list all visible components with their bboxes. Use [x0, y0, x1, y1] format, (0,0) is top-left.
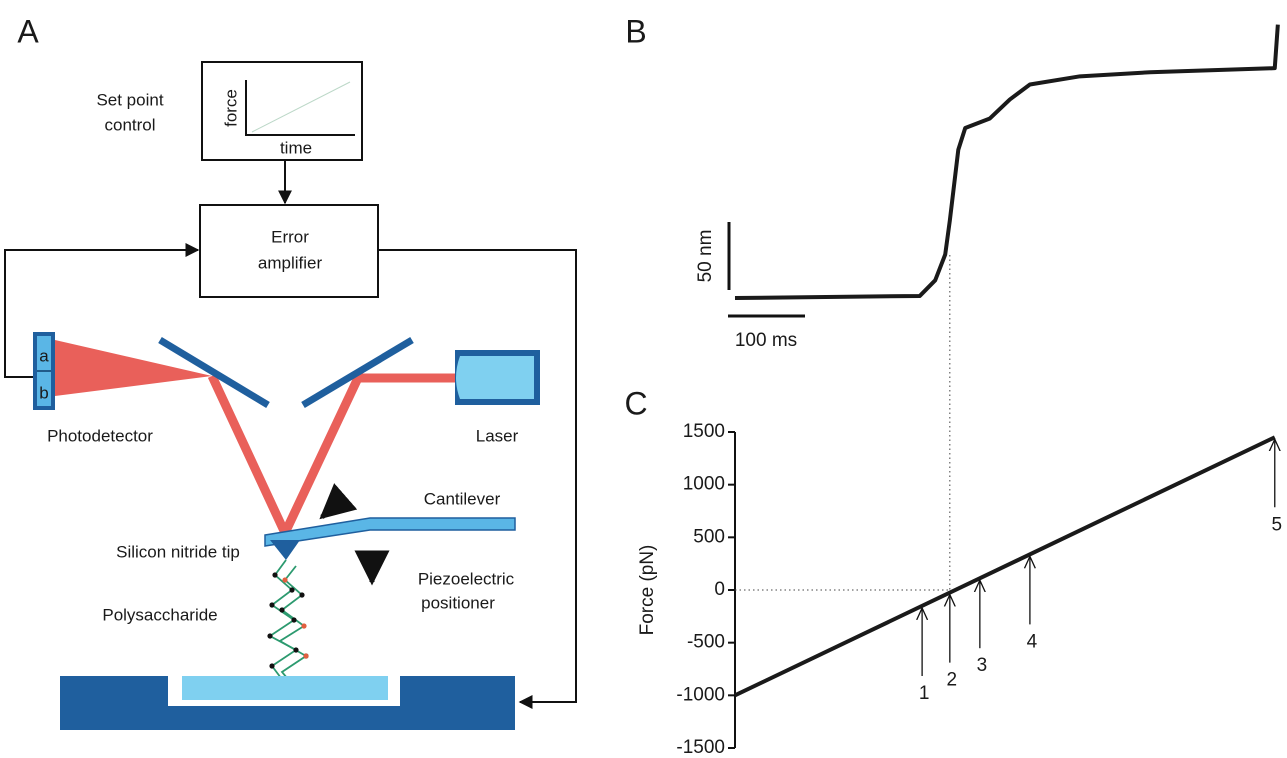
- feedback-line: [4, 243, 200, 378]
- panel-label: C: [624, 385, 647, 421]
- molecule: [268, 559, 308, 685]
- label: Cantilever: [424, 489, 501, 508]
- y-tick-label: 1000: [683, 474, 725, 495]
- annotation-label: 3: [977, 655, 988, 676]
- label: time: [280, 138, 312, 157]
- panel-label: B: [625, 13, 646, 49]
- mirror: [158, 337, 270, 408]
- mini-axes: [245, 80, 355, 136]
- laser: [456, 356, 534, 399]
- tip: [270, 540, 300, 560]
- y-tick-label: 500: [693, 526, 725, 547]
- y-tick-label: -1500: [676, 737, 725, 758]
- label: b: [39, 383, 48, 402]
- label: control: [104, 115, 155, 134]
- label: Laser: [476, 426, 519, 445]
- error-amplifier-box: [199, 204, 379, 298]
- mini-line: [251, 81, 351, 133]
- annotation-label: 5: [1271, 514, 1282, 535]
- atoms: [267, 572, 309, 683]
- panel-label: A: [17, 13, 39, 49]
- label: Error: [271, 227, 309, 246]
- label: amplifier: [258, 253, 323, 272]
- annotation-label: 1: [919, 683, 930, 704]
- trace: [734, 24, 1280, 300]
- feedback-line: [378, 249, 577, 709]
- label: Set point: [96, 90, 163, 109]
- laser-beam: [55, 340, 212, 396]
- mirror: [301, 336, 414, 409]
- trace: [734, 435, 1276, 698]
- diagram: Set point control force time Error ampli…: [4, 61, 577, 730]
- cantilever: [264, 517, 516, 547]
- scale-label: 100 ms: [735, 330, 797, 351]
- annotation-label: 4: [1027, 631, 1038, 652]
- annotation-label: 2: [947, 670, 958, 691]
- label: a: [39, 346, 49, 365]
- label: Silicon nitride tip: [116, 542, 240, 561]
- substrate: [182, 676, 388, 700]
- label: force: [221, 89, 240, 127]
- y-axis-label: Force (pN): [637, 545, 658, 636]
- piezo-positioner: [60, 676, 515, 730]
- scale-label: 50 nm: [695, 230, 716, 283]
- label: positioner: [421, 593, 495, 612]
- y-tick-label: 0: [714, 579, 725, 600]
- set-point-box: [201, 61, 363, 161]
- label: Polysaccharide: [102, 605, 217, 624]
- label: Piezoelectric: [418, 569, 515, 588]
- laser-beam: [207, 373, 456, 544]
- y-tick-label: 1500: [683, 421, 725, 442]
- y-tick-label: -500: [687, 632, 725, 653]
- label: Photodetector: [47, 426, 153, 445]
- arrow: [319, 483, 358, 520]
- y-tick-label: -1000: [676, 684, 725, 705]
